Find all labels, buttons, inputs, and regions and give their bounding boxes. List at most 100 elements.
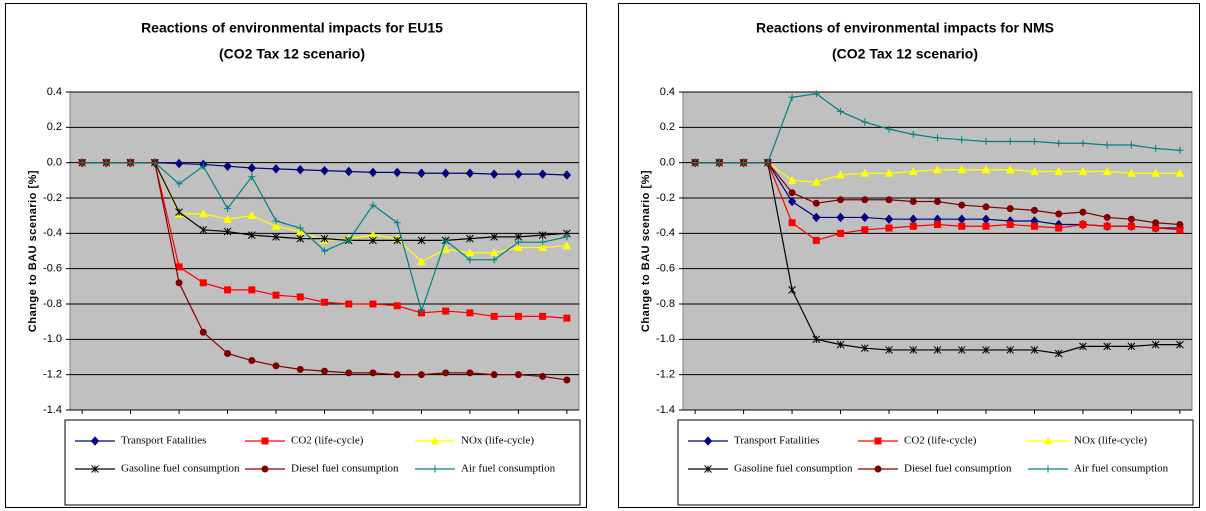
marker [199, 328, 207, 336]
marker [1127, 141, 1135, 149]
y-axis-label: Change to BAU scenario [%] [640, 170, 652, 332]
marker [837, 229, 845, 237]
marker [90, 436, 100, 446]
legend-label: Gasoline fuel consumption [121, 463, 240, 475]
marker [812, 335, 821, 344]
marker [1006, 221, 1014, 228]
marker [175, 279, 183, 287]
legend-item: Air fuel consumption [415, 463, 556, 475]
marker [1152, 145, 1160, 153]
marker [198, 209, 208, 218]
marker [1054, 166, 1064, 175]
marker [1030, 137, 1038, 145]
marker [1055, 224, 1063, 232]
marker [1103, 342, 1112, 351]
marker [369, 300, 377, 308]
y-tick-label: -1.0 [656, 333, 675, 345]
marker [1079, 139, 1087, 147]
marker [490, 169, 499, 179]
marker [788, 93, 796, 101]
marker [490, 312, 498, 320]
marker [248, 357, 256, 365]
marker [1079, 342, 1087, 351]
marker [490, 233, 499, 241]
marker [393, 219, 401, 227]
marker [811, 177, 821, 186]
marker [248, 173, 256, 181]
legend-label: Transport Fatalities [121, 435, 206, 447]
marker [1030, 166, 1039, 175]
marker [812, 212, 821, 223]
marker [175, 263, 183, 271]
marker [885, 224, 893, 232]
marker [466, 309, 474, 317]
marker [563, 314, 571, 322]
marker [812, 199, 820, 207]
marker [982, 137, 990, 145]
legend-label: Gasoline fuel consumption [734, 463, 853, 475]
marker [175, 180, 183, 188]
marker [271, 221, 281, 230]
marker [442, 307, 450, 315]
marker [320, 234, 329, 243]
marker [272, 362, 280, 370]
marker [174, 158, 184, 169]
marker [442, 369, 450, 377]
marker [151, 159, 159, 167]
marker [1043, 436, 1053, 445]
marker [271, 164, 281, 174]
marker [812, 90, 820, 98]
marker [417, 236, 426, 245]
marker [466, 256, 474, 264]
y-tick-label: -1.2 [43, 369, 62, 381]
marker [909, 130, 917, 138]
marker [812, 236, 820, 244]
marker [885, 125, 893, 133]
marker [91, 465, 99, 473]
legend-label: NOx (life-cycle) [461, 435, 534, 447]
marker [514, 169, 523, 179]
marker [345, 236, 353, 244]
y-tick-label: 0.4 [47, 86, 62, 98]
marker [321, 247, 328, 255]
y-tick-label: 0.0 [47, 157, 62, 169]
legend-item: Diesel fuel consumption [245, 463, 399, 475]
marker [1030, 206, 1038, 214]
marker [934, 134, 941, 142]
marker [884, 214, 894, 224]
marker [909, 222, 917, 230]
legend-label: NOx (life-cycle) [1074, 435, 1147, 447]
marker [860, 212, 869, 223]
marker [261, 465, 269, 473]
marker [837, 107, 845, 115]
marker [368, 167, 378, 178]
marker [788, 219, 796, 227]
marker [1176, 146, 1184, 154]
legend-item: NOx (life-cycle) [415, 435, 534, 447]
marker [199, 279, 207, 287]
marker [1127, 168, 1136, 177]
marker [563, 376, 571, 384]
marker [224, 286, 232, 294]
marker [981, 165, 991, 174]
marker [957, 346, 966, 354]
marker [247, 211, 257, 220]
marker [1127, 222, 1135, 230]
marker [296, 224, 304, 232]
marker [1078, 166, 1088, 175]
legend-label: Diesel fuel consumption [904, 463, 1012, 475]
marker [788, 286, 796, 294]
marker [1006, 137, 1014, 145]
marker [223, 214, 232, 223]
marker [958, 136, 966, 144]
marker [441, 244, 451, 253]
legend-item: CO2 (life-cycle) [245, 435, 364, 447]
marker [1044, 465, 1052, 473]
marker [885, 346, 893, 354]
marker [562, 170, 572, 180]
y-axis-label: Change to BAU scenario [%] [27, 170, 39, 332]
legend-item: Gasoline fuel consumption [688, 463, 853, 475]
marker [1006, 205, 1014, 213]
marker [539, 238, 547, 246]
marker [175, 208, 183, 216]
